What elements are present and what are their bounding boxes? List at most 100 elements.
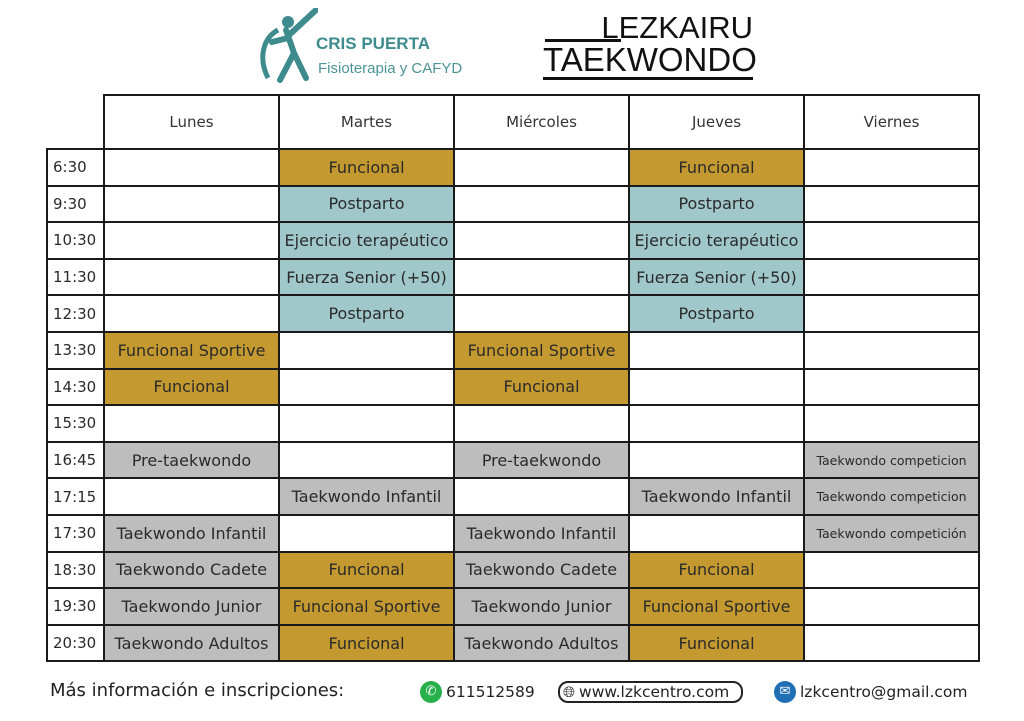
empty-cell xyxy=(103,184,280,224)
whatsapp-icon: ✆ xyxy=(420,681,442,703)
empty-cell xyxy=(103,477,280,516)
time-cell: 19:30 xyxy=(46,587,105,626)
class-cell: Taekwondo Infantil xyxy=(453,513,630,553)
table-row: 6:30 Funcional Funcional xyxy=(46,148,980,187)
empty-cell xyxy=(103,294,280,333)
empty-cell xyxy=(453,221,630,260)
empty-cell xyxy=(803,148,980,187)
logo-line1: LEZKAIRU xyxy=(601,10,753,45)
empty-cell xyxy=(278,440,455,480)
logo-subtitle: Fisioterapia y CAFYD xyxy=(318,60,463,77)
day-header-martes: Martes xyxy=(278,94,455,150)
day-header-viernes: Viernes xyxy=(803,94,980,150)
empty-cell xyxy=(803,404,980,443)
class-cell: Funcional Sportive xyxy=(453,330,630,370)
class-cell: Taekwondo Infantil xyxy=(103,513,280,553)
table-row: 15:30 xyxy=(46,404,980,443)
class-cell: Postparto xyxy=(628,294,805,333)
class-cell: Funcional xyxy=(278,148,455,187)
empty-cell xyxy=(628,513,805,553)
empty-cell xyxy=(453,404,630,443)
day-header-jueves: Jueves xyxy=(628,94,805,150)
time-cell: 17:30 xyxy=(46,513,105,553)
footer: Más información e inscripciones: ✆ 61151… xyxy=(50,680,980,706)
empty-cell xyxy=(803,587,980,626)
class-cell: Funcional Sportive xyxy=(278,587,455,626)
time-cell: 15:30 xyxy=(46,404,105,443)
logo-underline xyxy=(543,77,753,80)
physio-figure-icon xyxy=(260,8,318,83)
class-cell: Funcional xyxy=(278,623,455,663)
schedule-table: Lunes Martes Miércoles Jueves Viernes 6:30 Fu… xyxy=(46,94,980,663)
time-cell: 11:30 xyxy=(46,257,105,297)
website-url: www.lzkcentro.com xyxy=(579,683,730,701)
empty-cell xyxy=(628,440,805,480)
email-address: lzkcentro@gmail.com xyxy=(800,683,968,701)
empty-cell xyxy=(803,294,980,333)
empty-cell xyxy=(453,477,630,516)
logo-line2: TAEKWONDO xyxy=(543,41,757,78)
empty-cell xyxy=(453,257,630,297)
empty-cell xyxy=(803,184,980,224)
class-cell: Taekwondo Adultos xyxy=(103,623,280,663)
time-cell: 20:30 xyxy=(46,623,105,663)
class-cell: Taekwondo Junior xyxy=(103,587,280,626)
time-cell: 18:30 xyxy=(46,550,105,590)
table-row: 19:30 Taekwondo Junior Funcional Sportive T… xyxy=(46,587,980,626)
footer-label: Más información e inscripciones: xyxy=(50,680,345,701)
empty-cell xyxy=(103,257,280,297)
class-cell: Funcional xyxy=(453,367,630,407)
envelope-icon: ✉ xyxy=(774,681,796,703)
empty-cell xyxy=(628,404,805,443)
class-cell: Taekwondo Cadete xyxy=(453,550,630,590)
day-header-miércoles: Miércoles xyxy=(453,94,630,150)
corner-cell xyxy=(47,95,105,150)
empty-cell xyxy=(103,404,280,443)
header-row: Lunes Martes Miércoles Jueves Viernes xyxy=(47,94,980,150)
phone-number: 611512589 xyxy=(446,683,535,701)
time-cell: 16:45 xyxy=(46,440,105,480)
empty-cell xyxy=(803,623,980,663)
empty-cell xyxy=(628,367,805,407)
time-cell: 17:15 xyxy=(46,477,105,516)
class-cell: Postparto xyxy=(278,184,455,224)
empty-cell xyxy=(628,330,805,370)
class-cell: Postparto xyxy=(278,294,455,333)
empty-cell xyxy=(103,221,280,260)
phone-contact[interactable]: ✆ 611512589 xyxy=(420,681,535,703)
empty-cell xyxy=(803,367,980,407)
globe-icon: 🌐︎ xyxy=(563,683,576,701)
empty-cell xyxy=(803,257,980,297)
class-cell: Funcional xyxy=(628,623,805,663)
time-cell: 13:30 xyxy=(46,330,105,370)
class-cell: Fuerza Senior (+50) xyxy=(628,257,805,297)
empty-cell xyxy=(278,513,455,553)
empty-cell xyxy=(278,404,455,443)
class-cell: Taekwondo Adultos xyxy=(453,623,630,663)
logo-brand: CRIS PUERTA xyxy=(316,34,430,53)
lezkairu-logo: LEZKAIRU TAEKWONDO xyxy=(543,10,757,82)
website-link[interactable]: 🌐︎ www.lzkcentro.com xyxy=(558,681,744,703)
class-cell: Funcional xyxy=(278,550,455,590)
empty-cell xyxy=(278,367,455,407)
class-cell: Ejercicio terapéutico xyxy=(278,221,455,260)
time-cell: 14:30 xyxy=(46,367,105,407)
empty-cell xyxy=(453,294,630,333)
class-cell: Taekwondo Junior xyxy=(453,587,630,626)
class-cell: Taekwondo competicion xyxy=(803,440,980,480)
table-row: 9:30 Postparto Postparto xyxy=(46,184,980,224)
time-cell: 9:30 xyxy=(46,184,105,224)
email-contact[interactable]: ✉ lzkcentro@gmail.com xyxy=(774,681,967,703)
table-row: 12:30 Postparto Postparto xyxy=(46,294,980,333)
class-cell: Funcional xyxy=(628,550,805,590)
logo-bar xyxy=(545,39,621,42)
table-row: 13:30 Funcional Sportive Funcional Sportiv… xyxy=(46,330,980,370)
cris-puerta-logo: CRIS PUERTA Fisioterapia y CAFYD xyxy=(258,8,488,88)
table-row: 17:15 Taekwondo Infantil Taekwondo Infanti… xyxy=(46,477,980,516)
class-cell: Pre-taekwondo xyxy=(453,440,630,480)
table-row: 20:30 Taekwondo Adultos Funcional Taekwondo… xyxy=(46,623,980,663)
empty-cell xyxy=(803,221,980,260)
class-cell: Taekwondo competición xyxy=(803,513,980,553)
table-row: 17:30 Taekwondo Infantil Taekwondo Infanti… xyxy=(46,513,980,553)
empty-cell xyxy=(803,330,980,370)
